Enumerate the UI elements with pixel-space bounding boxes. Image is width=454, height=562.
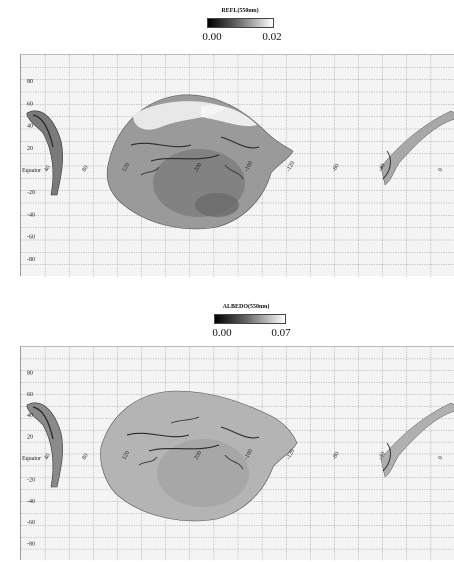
lon-tick-label: 80 (82, 165, 90, 173)
lon-tick-label: 120 (122, 162, 132, 173)
reflectance-panel: REFL(550nm) 0.00 0.02 80 60 40 20 Equator -20… (20, 8, 454, 277)
lon-tick-label: -120 (286, 448, 297, 461)
left-limb-shape (26, 110, 63, 196)
colorbar-max-label: 0.02 (262, 31, 282, 43)
lon-tick-label: 200 (194, 450, 204, 461)
lat-tick-label: 40 (27, 124, 33, 130)
map-grid: 80 60 40 20 Equator -20 -40 -60 -80 40 80 120 200 -1… (20, 346, 454, 561)
right-limb-shape (380, 402, 454, 478)
lat-tick-label: -20 (27, 477, 35, 483)
colorbar-min-label: 0.00 (202, 31, 222, 43)
lon-tick-label: -120 (286, 160, 297, 173)
colorbar-min-label: 0.00 (212, 327, 232, 339)
lat-tick-label: Equator (22, 168, 41, 174)
lat-tick-label: 60 (27, 101, 33, 107)
lon-tick-label: 40 (44, 453, 52, 461)
colorbar-max-label: 0.07 (271, 327, 291, 339)
lat-tick-label: -40 (27, 212, 35, 218)
right-limb-shape (380, 110, 454, 186)
lon-tick-label: 0 (438, 455, 445, 461)
colorbar (214, 314, 286, 324)
lat-tick-label: -60 (27, 235, 35, 241)
lon-tick-label: -80 (332, 163, 341, 173)
lat-tick-label: -20 (27, 190, 35, 196)
lon-tick-label: 80 (82, 453, 90, 461)
lon-tick-label: 200 (194, 162, 204, 173)
lat-tick-label: 80 (27, 370, 33, 376)
lat-tick-label: 20 (27, 146, 33, 152)
map-svg: 80 60 40 20 Equator -20 -40 -60 -80 40 80 120 200 -1… (21, 347, 454, 561)
lon-tick-label: -40 (378, 163, 387, 173)
lon-tick-label: 120 (122, 450, 132, 461)
lat-tick-label: 40 (27, 413, 33, 419)
map-grid: 80 60 40 20 Equator -20 -40 -60 -80 40 80 120 200 -1… (20, 54, 454, 277)
colorbar (207, 18, 274, 28)
lat-tick-label: 60 (27, 392, 33, 398)
lon-tick-label: -160 (244, 448, 255, 461)
colorbar-title: REFL(550nm) (221, 8, 259, 14)
left-limb-shape (26, 402, 63, 488)
lat-tick-label: 80 (27, 79, 33, 85)
colorbar-title: ALBEDO(550nm) (222, 304, 270, 310)
lat-tick-label: -60 (27, 520, 35, 526)
lon-tick-label: 0 (438, 167, 445, 173)
lat-tick-label: -80 (27, 542, 35, 548)
lon-tick-label: 40 (44, 165, 52, 173)
lat-tick-label: -80 (27, 257, 35, 263)
map-svg: 80 60 40 20 Equator -20 -40 -60 -80 40 80 120 200 -1… (21, 55, 454, 277)
lat-tick-label: Equator (22, 456, 41, 462)
lon-tick-label: -80 (332, 451, 341, 461)
albedo-panel: ALBEDO(550nm) 0.00 0.07 80 60 40 20 Equator -… (0, 298, 454, 562)
lat-tick-label: -40 (27, 499, 35, 505)
lon-tick-label: -160 (244, 160, 255, 173)
lat-tick-label: 20 (27, 435, 33, 441)
lon-tick-label: -40 (378, 451, 387, 461)
